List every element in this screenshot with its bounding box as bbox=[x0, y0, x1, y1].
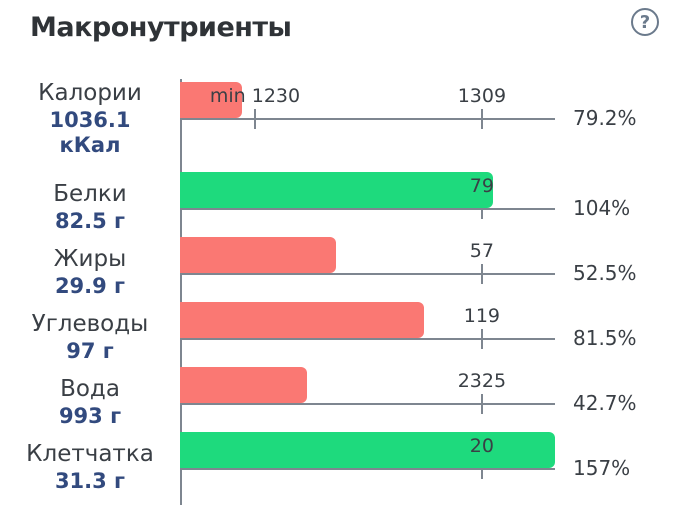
tick-label-calories: 1309 bbox=[457, 85, 507, 107]
page-title: Макронутриенты bbox=[30, 12, 292, 43]
bar-water bbox=[180, 367, 308, 403]
bar-fat bbox=[180, 237, 336, 273]
nutrient-value: 1036.1 кКал bbox=[49, 108, 131, 158]
bar-area: 20 bbox=[180, 425, 555, 479]
nutrient-name: Вода bbox=[60, 376, 120, 402]
bar-calories bbox=[180, 82, 242, 118]
axis-tick-water bbox=[480, 394, 483, 414]
nutrient-label-block: Жиры 29.9 г bbox=[0, 246, 180, 299]
nutrient-name: Калории bbox=[38, 80, 142, 106]
bar-area: 57 bbox=[180, 230, 555, 284]
row-water: Вода 993 г 2325 42.7% bbox=[0, 360, 680, 428]
nutrient-label-block: Клетчатка 31.3 г bbox=[0, 441, 180, 494]
nutrient-name: Жиры bbox=[53, 246, 127, 272]
row-protein: Белки 82.5 г 79 104% bbox=[0, 165, 680, 233]
bar-area: 119 bbox=[180, 295, 555, 349]
tick-label-fiber: 20 bbox=[469, 435, 494, 457]
tick-label-carbs: 119 bbox=[463, 305, 501, 327]
axis-tick-fiber bbox=[480, 459, 483, 479]
bar-area: 2325 bbox=[180, 360, 555, 414]
nutrient-value: 29.9 г bbox=[54, 274, 126, 299]
percent-label: 79.2% bbox=[573, 106, 637, 130]
tick-label-calories: min 1230 bbox=[209, 85, 301, 107]
row-fiber: Клетчатка 31.3 г 20 157% bbox=[0, 425, 680, 493]
bar-area: min 1230 1309 bbox=[180, 75, 555, 129]
nutrient-label-block: Калории 1036.1 кКал bbox=[0, 80, 180, 158]
percent-label: 157% bbox=[573, 456, 631, 480]
axis-tick-calories bbox=[480, 109, 483, 129]
axis-tick-protein bbox=[480, 199, 483, 219]
bar-carbs bbox=[180, 302, 425, 338]
help-icon[interactable]: ? bbox=[631, 8, 659, 36]
macronutrients-chart: Калории 1036.1 кКал min 1230 1309 79.2% Б… bbox=[0, 75, 680, 505]
axis-tick-carbs bbox=[480, 329, 483, 349]
nutrient-value: 97 г bbox=[66, 339, 114, 364]
percent-label: 52.5% bbox=[573, 261, 637, 285]
bar-fiber bbox=[180, 432, 555, 468]
nutrient-label-block: Вода 993 г bbox=[0, 376, 180, 429]
row-carbs: Углеводы 97 г 119 81.5% bbox=[0, 295, 680, 363]
tick-label-protein: 79 bbox=[469, 175, 494, 197]
chart-axis-vertical-line bbox=[180, 79, 182, 505]
nutrient-label-block: Белки 82.5 г bbox=[0, 181, 180, 234]
nutrient-name: Углеводы bbox=[31, 311, 149, 337]
tick-label-fat: 57 bbox=[469, 240, 494, 262]
percent-label: 42.7% bbox=[573, 391, 637, 415]
nutrient-name: Белки bbox=[53, 181, 127, 207]
nutrient-value: 82.5 г bbox=[54, 209, 126, 234]
percent-label: 81.5% bbox=[573, 326, 637, 350]
row-fat: Жиры 29.9 г 57 52.5% bbox=[0, 230, 680, 298]
bar-protein bbox=[180, 172, 494, 208]
percent-label: 104% bbox=[573, 196, 631, 220]
nutrient-name: Клетчатка bbox=[26, 441, 154, 467]
bar-area: 79 bbox=[180, 165, 555, 219]
axis-tick-fat bbox=[480, 264, 483, 284]
tick-label-water: 2325 bbox=[457, 370, 507, 392]
nutrient-value: 31.3 г bbox=[54, 469, 126, 494]
nutrient-value: 993 г bbox=[58, 404, 122, 429]
row-calories: Калории 1036.1 кКал min 1230 1309 79.2% bbox=[0, 75, 680, 165]
nutrient-label-block: Углеводы 97 г bbox=[0, 311, 180, 364]
panel-header: Макронутриенты ? bbox=[0, 0, 680, 55]
axis-tick-calories bbox=[254, 109, 256, 129]
